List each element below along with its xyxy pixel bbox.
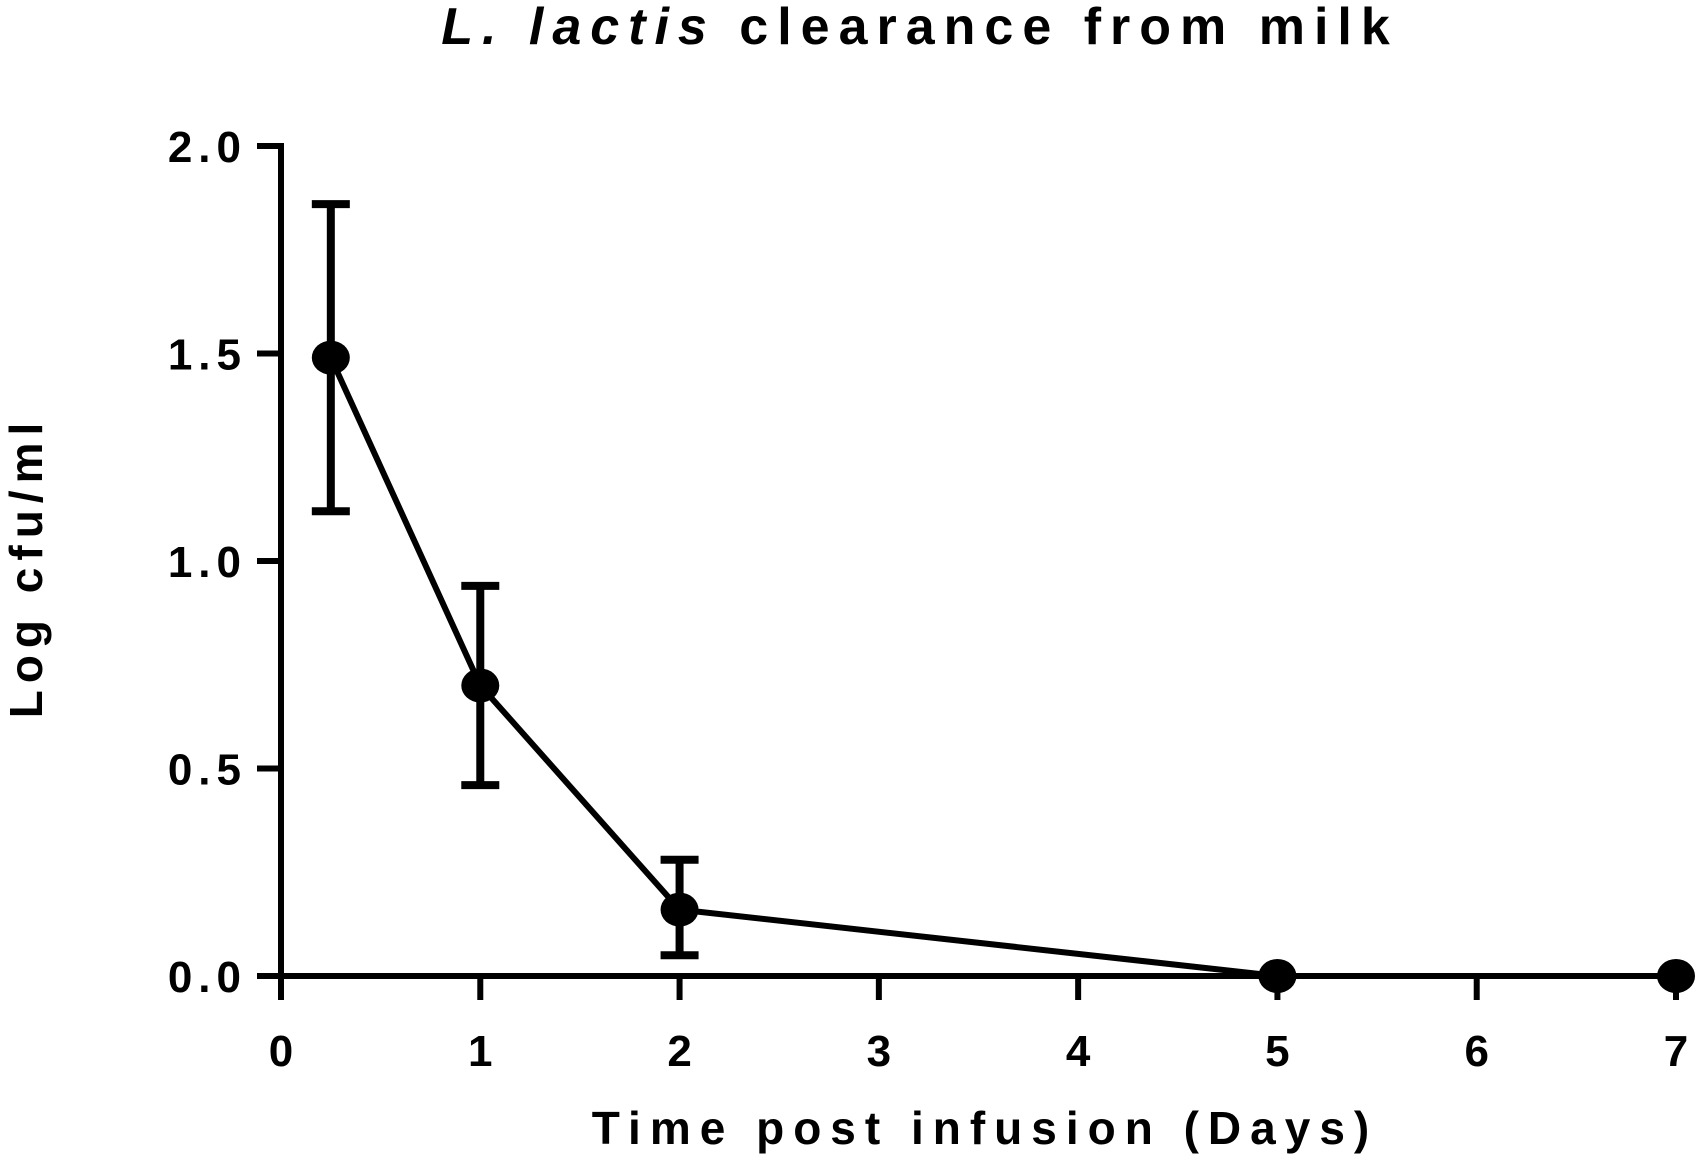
y-tick-label: 0.0 [168,953,247,1002]
data-point [311,340,350,375]
data-point [1657,959,1695,993]
axes [278,143,1679,979]
data-points [311,340,1695,993]
x-tick-label: 6 [1464,1027,1488,1076]
tick-labels: 0.0 0.5 1.0 1.5 2.0 0 1 2 3 4 5 6 7 [168,123,1688,1076]
data-point [660,892,699,927]
chart-title-rest: clearance from milk [716,0,1399,56]
x-tick-label: 7 [1664,1027,1688,1076]
x-tick-label: 5 [1265,1027,1289,1076]
chart-title: L. lactis clearance from milk [441,0,1399,56]
x-tick-label: 4 [1066,1027,1091,1076]
data-point [1258,959,1297,993]
x-tick-label: 3 [867,1027,891,1076]
chart-title-italic: L. lactis [441,0,716,56]
y-tick-label: 0.5 [168,746,247,795]
series-line [328,356,1676,979]
y-axis-label: Log cfu/ml [0,416,52,719]
y-tick-label: 1.5 [168,331,247,380]
data-point [461,668,500,703]
x-tick-label: 2 [667,1027,691,1076]
x-tick-label: 1 [468,1027,492,1076]
y-tick-label: 2.0 [168,123,247,172]
x-tick-label: 0 [269,1027,293,1076]
x-axis-label: Time post infusion (Days) [592,1102,1378,1154]
error-bars [311,200,699,960]
tick-marks [257,143,1679,1000]
series-polyline [328,356,1676,979]
y-tick-label: 1.0 [168,538,247,587]
